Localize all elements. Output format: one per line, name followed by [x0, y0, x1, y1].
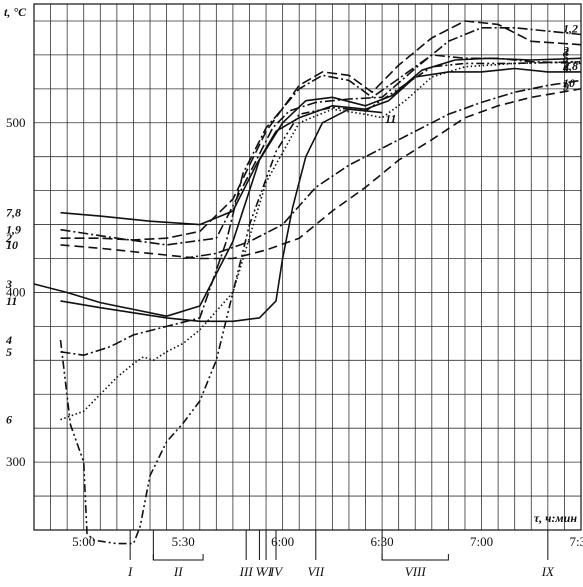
series-label: 7,8	[563, 59, 578, 73]
series-line-3	[33, 57, 582, 317]
series-label-left: 7,8	[6, 206, 21, 220]
y-tick-label: 300	[6, 454, 26, 469]
series-label-left: 3	[5, 277, 12, 291]
series-group	[33, 20, 582, 545]
x-tick-label: 7:00	[470, 534, 493, 549]
series-line-4	[59, 60, 582, 545]
series-line-7-8	[60, 67, 581, 226]
series-line-1-2	[60, 27, 582, 246]
stage-label: VII	[307, 564, 324, 579]
y-axis-label: t, °C	[4, 5, 27, 19]
plot-frame	[33, 3, 582, 531]
stage-label: VI	[260, 564, 273, 579]
series-label: 9	[563, 79, 569, 93]
series-label: 11	[385, 112, 396, 126]
grid	[34, 4, 581, 530]
x-tick-label: 5:00	[72, 534, 95, 549]
stage-label: VIII	[405, 564, 427, 579]
series-label: 1,2	[563, 22, 578, 36]
series-label: 4	[562, 61, 569, 75]
series-label: 5	[563, 50, 569, 64]
series-line-5	[60, 54, 582, 356]
y-tick-label: 500	[6, 115, 26, 130]
x-tick-label: 6:00	[271, 534, 294, 549]
stage-bracket	[381, 554, 449, 561]
series-label-left: 2	[5, 231, 12, 245]
series-line-9	[183, 79, 582, 260]
x-tick-label: 7:30	[569, 534, 583, 549]
stage-label: I	[127, 564, 133, 579]
series-label: 2	[562, 44, 569, 58]
series-line-11	[60, 108, 383, 323]
series-label: 3	[562, 45, 569, 59]
stage-bracket	[152, 554, 204, 561]
axis-group: 3004005005:005:306:006:307:007:30IIIIIIV…	[6, 115, 583, 579]
series-label-left: 6	[6, 413, 12, 427]
stage-label: II	[173, 564, 183, 579]
series-label-left: 1,9	[6, 223, 21, 237]
stage-label: IX	[541, 564, 555, 579]
series-label: 6	[563, 61, 569, 75]
stage-label: III	[239, 564, 254, 579]
plot-border	[33, 3, 582, 531]
series-label: 10	[563, 76, 575, 90]
x-tick-label: 5:30	[172, 534, 195, 549]
y-tick-label: 400	[6, 284, 26, 299]
stage-label: IV	[269, 564, 284, 579]
series-label-left: 4	[5, 333, 12, 347]
series-line-10	[60, 88, 582, 260]
x-axis-label: τ, ч:мин	[534, 511, 578, 525]
series-label-left: 5	[6, 345, 12, 359]
series-line-2	[60, 20, 582, 241]
series-label-left: 11	[6, 294, 17, 308]
series-label-left: 10	[6, 238, 18, 252]
stage-label: V	[255, 564, 265, 579]
